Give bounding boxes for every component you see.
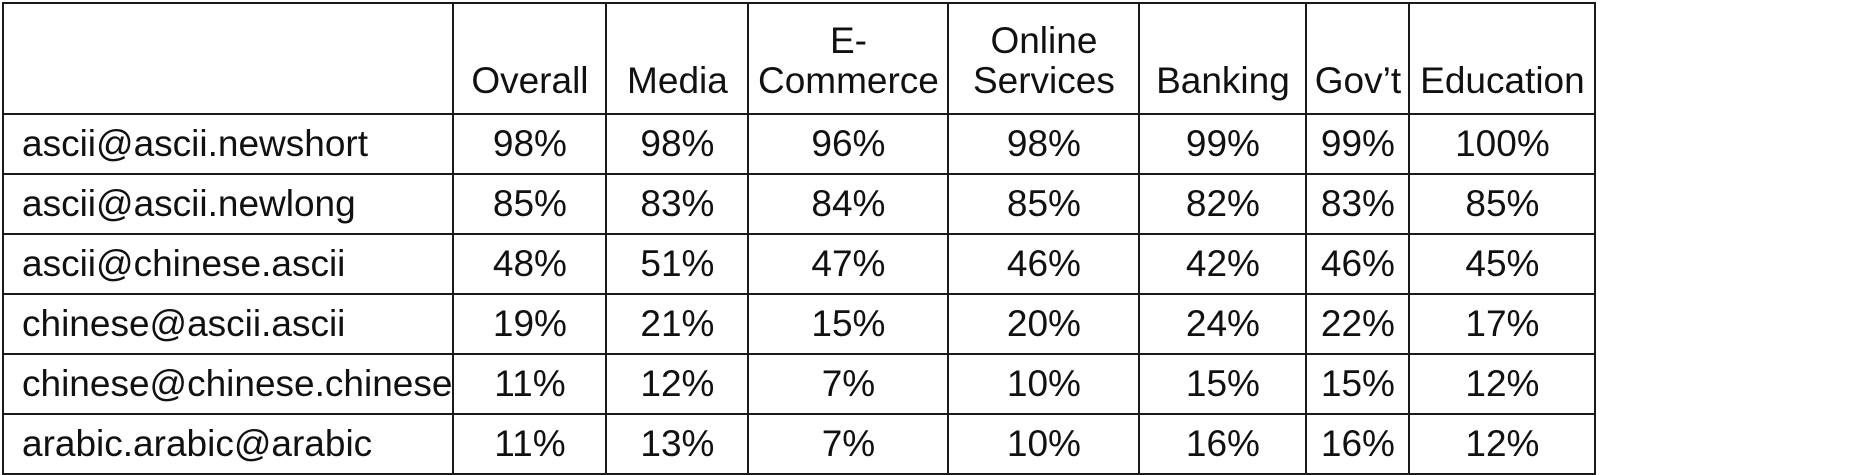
table-cell: 10% [947,353,1141,415]
row-label: chinese@chinese.chinese [1,353,455,415]
table-cell: 85% [947,173,1141,235]
column-header-line1: E- [829,20,867,61]
table-row: arabic.arabic@arabic 11% 13% 7% 10% 16% … [1,413,1597,475]
row-label: ascii@ascii.newlong [1,173,455,235]
row-label: arabic.arabic@arabic [1,413,455,475]
table-cell: 46% [947,233,1141,295]
column-header-banking: Banking [1138,2,1308,115]
column-header-line2: Overall [471,60,589,101]
table-row: ascii@ascii.newshort 98% 98% 96% 98% 99%… [1,113,1597,175]
table-cell: 20% [947,293,1141,355]
table-cell: 11% [452,353,608,415]
column-header-overall: Overall [452,2,608,115]
table-row: chinese@chinese.chinese 11% 12% 7% 10% 1… [1,353,1597,415]
table-cell: 85% [452,173,608,235]
table-cell: 17% [1408,293,1597,355]
table-cell: 22% [1305,293,1411,355]
table-cell: 99% [1305,113,1411,175]
table-cell: 16% [1138,413,1308,475]
table-cell: 85% [1408,173,1597,235]
column-header-line2: Media [627,60,728,101]
results-table: Overall Media E- Commerce Online Service… [1,2,1597,475]
table-cell: 100% [1408,113,1597,175]
row-label: ascii@ascii.newshort [1,113,455,175]
table-cell: 11% [452,413,608,475]
table-cell: 46% [1305,233,1411,295]
table-cell: 98% [605,113,750,175]
table-cell: 21% [605,293,750,355]
table-cell: 42% [1138,233,1308,295]
column-header-line2: Services [972,60,1115,101]
column-header-line2: Gov’t [1314,60,1402,101]
table-cell: 12% [1408,353,1597,415]
column-header-media: Media [605,2,750,115]
table-cell: 47% [747,233,950,295]
table-cell: 12% [605,353,750,415]
column-header-govt: Gov’t [1305,2,1411,115]
table-cell: 15% [1138,353,1308,415]
table-cell: 84% [747,173,950,235]
table-cell: 13% [605,413,750,475]
table-cell: 83% [1305,173,1411,235]
table-cell: 16% [1305,413,1411,475]
table-cell: 7% [747,413,950,475]
table-row: chinese@ascii.ascii 19% 21% 15% 20% 24% … [1,293,1597,355]
table-cell: 98% [947,113,1141,175]
table-row: ascii@ascii.newlong 85% 83% 84% 85% 82% … [1,173,1597,235]
table-cell: 10% [947,413,1141,475]
table-cell: 15% [747,293,950,355]
table-cell: 15% [1305,353,1411,415]
column-header-line2: Banking [1156,60,1290,101]
row-label: ascii@chinese.ascii [1,233,455,295]
header-corner-cell [1,2,455,115]
table-cell: 98% [452,113,608,175]
table-cell: 83% [605,173,750,235]
table-cell: 7% [747,353,950,415]
header-row: Overall Media E- Commerce Online Service… [1,2,1597,115]
table-cell: 96% [747,113,950,175]
row-label: chinese@ascii.ascii [1,293,455,355]
table-cell: 24% [1138,293,1308,355]
column-header-online-services: Online Services [947,2,1141,115]
table-cell: 82% [1138,173,1308,235]
column-header-education: Education [1408,2,1597,115]
table-cell: 19% [452,293,608,355]
column-header-ecommerce: E- Commerce [747,2,950,115]
column-header-line1: Online [990,20,1098,61]
table-cell: 99% [1138,113,1308,175]
table-row: ascii@chinese.ascii 48% 51% 47% 46% 42% … [1,233,1597,295]
column-header-line2: Commerce [757,60,939,101]
table-cell: 48% [452,233,608,295]
column-header-line2: Education [1420,60,1585,101]
table-cell: 45% [1408,233,1597,295]
table-cell: 12% [1408,413,1597,475]
table-cell: 51% [605,233,750,295]
